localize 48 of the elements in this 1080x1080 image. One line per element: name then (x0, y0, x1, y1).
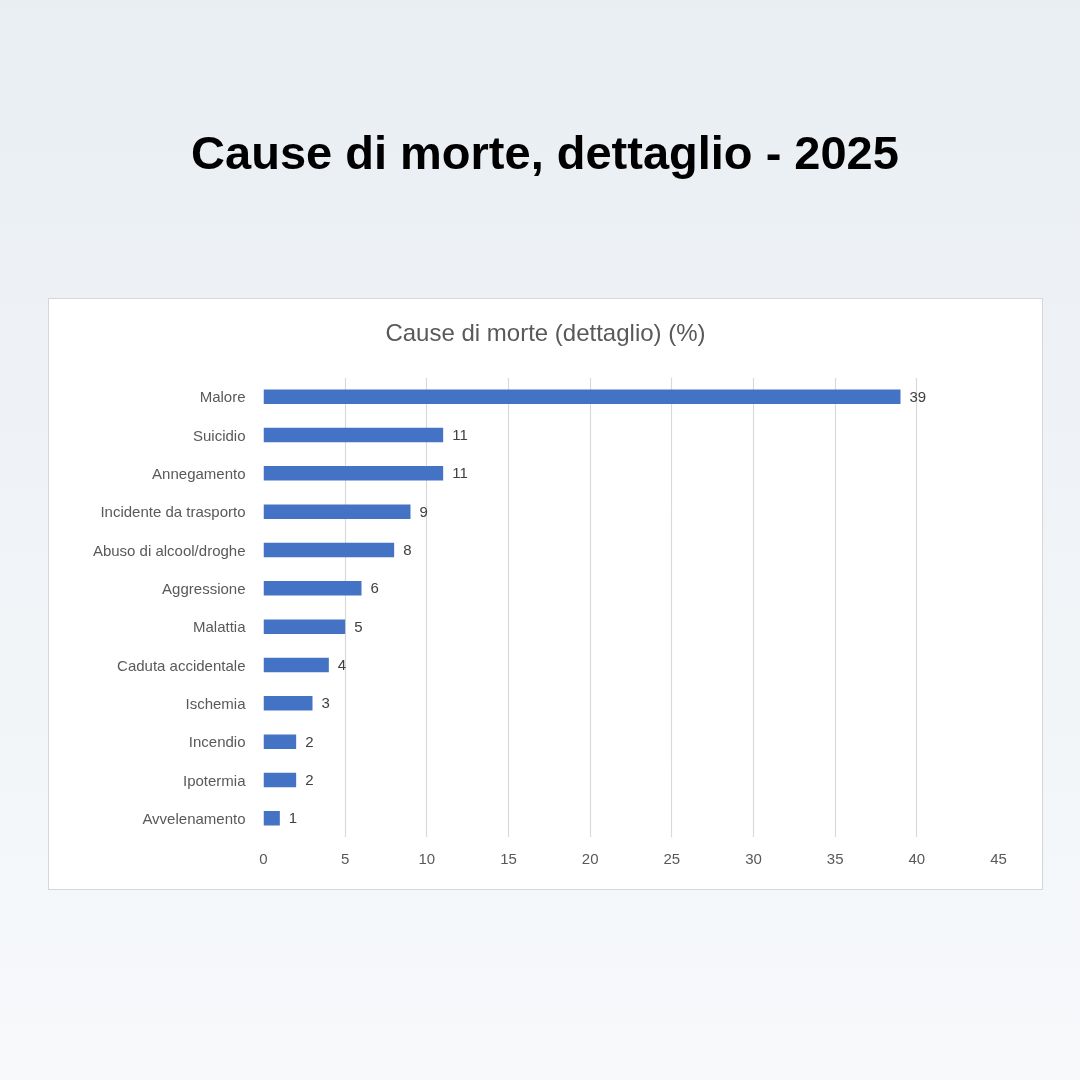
bar (263, 696, 313, 711)
x-tick-label: 25 (663, 849, 681, 867)
x-tick-label: 15 (500, 849, 517, 867)
bar (263, 427, 444, 443)
x-tick-label: 35 (826, 849, 844, 867)
data-label: 39 (909, 387, 927, 405)
y-tick-label: Incendio (188, 733, 246, 751)
x-tick-label: 40 (908, 849, 926, 867)
y-tick-label: Ipotermia (182, 771, 247, 789)
data-label: 4 (337, 656, 347, 673)
chart-subtitle: Cause di morte (dettaglio) (%) (385, 318, 706, 348)
data-label: 8 (403, 541, 412, 558)
data-label: 11 (452, 426, 468, 443)
bar (263, 734, 297, 749)
x-tick-label: 10 (418, 849, 436, 867)
x-tick-label: 20 (581, 849, 599, 867)
chart-title: Cause di morte, dettaglio - 2025 (191, 125, 899, 181)
y-tick-label: Aggressione (162, 579, 246, 597)
y-tick-label: Malattia (192, 618, 247, 636)
data-label: 2 (305, 771, 314, 788)
y-tick-label: Abuso di alcool/droghe (92, 541, 246, 559)
y-tick-label: Suicidio (192, 426, 246, 444)
x-tick-label: 0 (259, 849, 268, 867)
data-label: 11 (452, 464, 468, 482)
y-tick-label: Incidente da trasporto (100, 503, 246, 521)
x-tick-label: 30 (745, 849, 762, 867)
bar (263, 772, 297, 788)
x-tick-label: 45 (990, 849, 1007, 867)
y-tick-label: Annegamento (152, 464, 246, 482)
y-tick-label: Malore (199, 388, 246, 406)
bar (263, 581, 362, 596)
data-label: 5 (354, 617, 363, 635)
y-tick-label: Avvelenamento (142, 809, 246, 827)
data-label: 6 (370, 579, 379, 597)
data-label: 1 (288, 809, 298, 827)
bar (263, 811, 280, 826)
bar (263, 542, 395, 558)
bar (263, 619, 346, 634)
data-label: 9 (419, 502, 428, 520)
y-tick-label: Caduta accidentale (117, 656, 246, 674)
bar (263, 389, 901, 404)
bar (263, 657, 329, 673)
data-label: 3 (321, 694, 330, 712)
y-tick-label: Ischemia (185, 694, 247, 712)
bar (263, 504, 411, 519)
data-label: 2 (305, 732, 314, 750)
x-tick-label: 5 (341, 849, 350, 867)
bar (263, 466, 444, 481)
